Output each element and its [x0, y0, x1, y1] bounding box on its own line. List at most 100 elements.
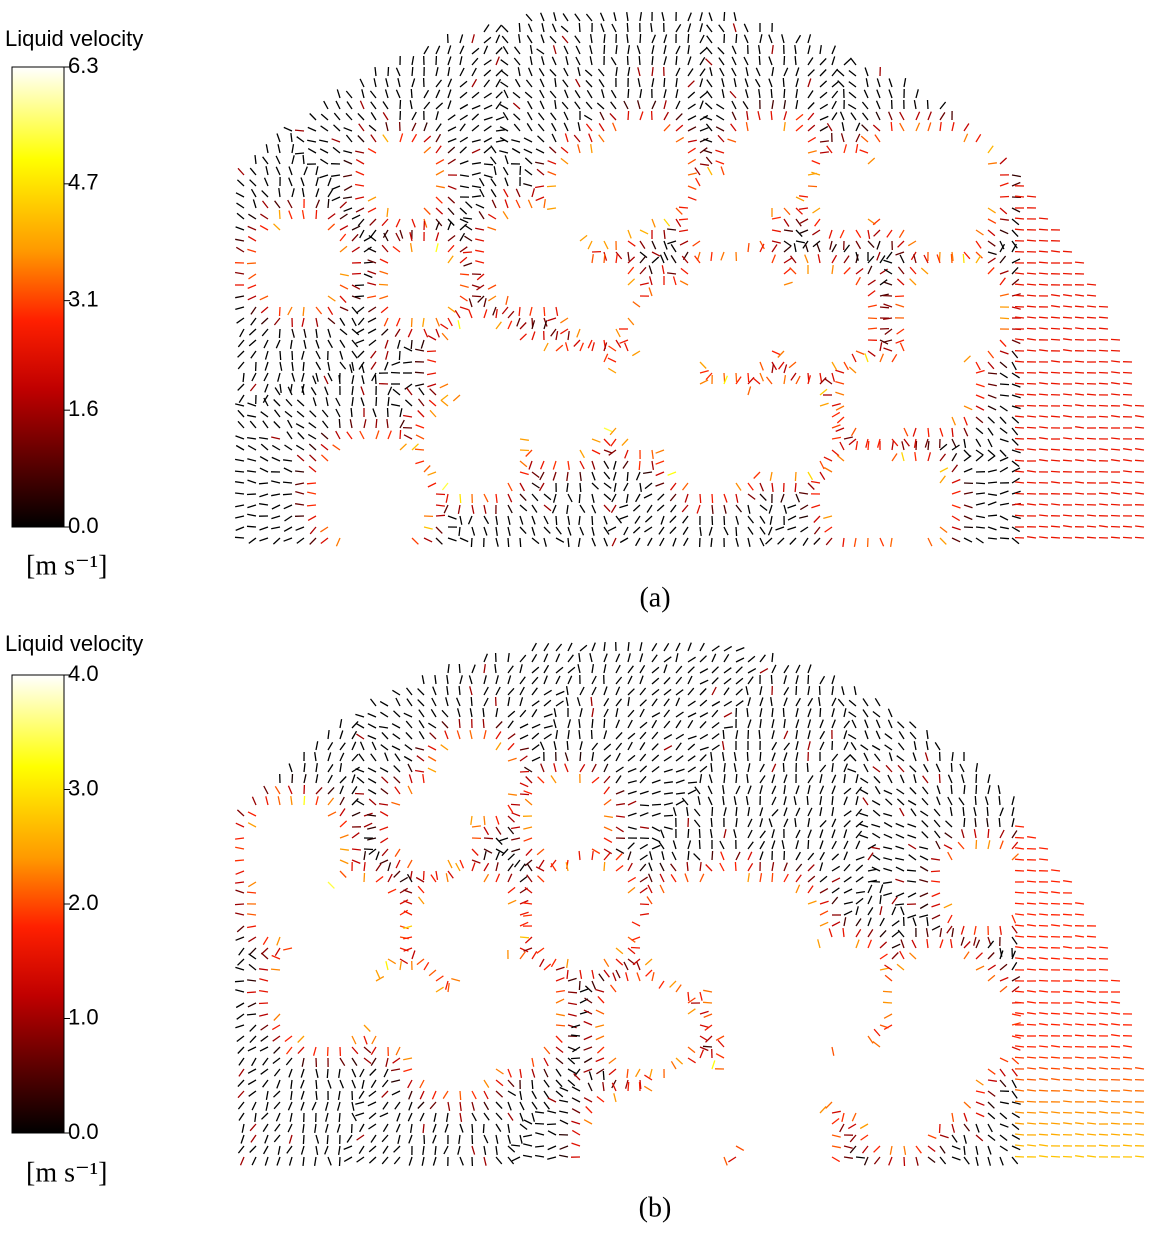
velocity-vector: [664, 78, 665, 87]
velocity-vector: [408, 1080, 412, 1088]
velocity-vector: [436, 186, 445, 188]
velocity-vector: [1087, 328, 1096, 329]
velocity-vector: [927, 917, 928, 926]
velocity-vector: [868, 291, 875, 296]
velocity-vector: [664, 665, 667, 674]
velocity-vector: [542, 56, 544, 65]
velocity-vector: [488, 214, 496, 219]
velocity-vector: [988, 230, 995, 236]
velocity-vector: [496, 48, 502, 55]
velocity-vector: [962, 774, 964, 783]
velocity-vector: [895, 879, 904, 882]
velocity-vector: [250, 180, 256, 186]
velocity-vector: [724, 668, 731, 673]
velocity-vector: [952, 480, 960, 484]
velocity-vector: [1123, 537, 1132, 538]
velocity-vector: [800, 219, 808, 223]
velocity-vector: [235, 471, 244, 472]
velocity-vector: [424, 46, 429, 54]
velocity-vector: [568, 461, 569, 470]
velocity-vector: [356, 208, 364, 212]
velocity-vector: [520, 655, 526, 662]
velocity-vector: [838, 81, 844, 87]
velocity-vector: [584, 1120, 592, 1124]
velocity-vector: [416, 878, 424, 883]
velocity-vector: [528, 101, 532, 109]
velocity-vector: [988, 450, 995, 456]
velocity-vector: [801, 527, 809, 532]
velocity-vector: [1015, 1145, 1024, 1146]
velocity-vector: [496, 322, 501, 329]
velocity-vector: [948, 775, 952, 783]
velocity-vector: [556, 730, 557, 739]
velocity-vector: [551, 959, 556, 967]
velocity-vector: [1015, 903, 1024, 904]
velocity-vector: [964, 1113, 967, 1122]
velocity-vector: [940, 928, 942, 937]
velocity-vector: [861, 136, 868, 142]
velocity-vector: [460, 137, 468, 142]
velocity-vector: [664, 827, 673, 829]
velocity-vector: [261, 318, 268, 324]
velocity-vector: [604, 461, 609, 469]
velocity-vector: [637, 472, 641, 480]
velocity-vector: [592, 851, 593, 860]
velocity-vector: [873, 219, 880, 225]
velocity-vector: [745, 79, 748, 88]
velocity-vector: [796, 114, 803, 120]
velocity-vector: [891, 122, 892, 131]
velocity-vector: [1063, 373, 1072, 374]
velocity-vector: [948, 852, 952, 860]
velocity-vector: [528, 112, 533, 120]
velocity-vector: [608, 527, 616, 531]
velocity-vector: [633, 302, 640, 307]
velocity-vector: [998, 785, 1000, 794]
velocity-vector: [288, 420, 292, 428]
velocity-vector: [326, 1102, 328, 1111]
velocity-vector: [295, 504, 304, 505]
velocity-vector: [885, 734, 892, 739]
velocity-vector: [640, 813, 648, 816]
velocity-vector: [360, 1069, 364, 1077]
velocity-vector: [508, 688, 514, 695]
velocity-vector: [367, 296, 376, 298]
velocity-vector: [988, 373, 997, 374]
velocity-vector: [640, 709, 644, 717]
velocity-vector: [808, 125, 815, 131]
velocity-vector: [895, 858, 904, 860]
velocity-vector: [676, 780, 685, 783]
velocity-vector: [1063, 991, 1072, 992]
velocity-vector: [538, 124, 544, 131]
velocity-vector: [784, 808, 787, 817]
velocity-vector: [264, 373, 268, 381]
velocity-vector: [1015, 439, 1024, 440]
velocity-vector: [247, 526, 256, 527]
velocity-vector: [364, 823, 372, 827]
velocity-vector: [829, 928, 832, 937]
velocity-vector: [1012, 450, 1021, 453]
velocity-vector: [628, 241, 635, 246]
velocity-vector: [535, 162, 544, 164]
velocity-vector: [484, 827, 489, 835]
velocity-vector: [952, 1124, 954, 1133]
velocity-vector: [277, 937, 280, 945]
velocity-vector: [1063, 295, 1072, 296]
velocity-vector: [928, 1146, 935, 1152]
velocity-vector: [1075, 504, 1084, 505]
velocity-vector: [266, 144, 268, 153]
velocity-vector: [368, 790, 376, 794]
velocity-vector: [579, 653, 580, 662]
velocity-vector: [568, 1003, 577, 1005]
velocity-vector: [357, 1157, 364, 1162]
velocity-vector: [863, 113, 869, 120]
velocity-vector: [275, 786, 280, 794]
velocity-vector: [664, 735, 672, 739]
velocity-vector: [424, 102, 430, 109]
velocity-vector: [1087, 1013, 1096, 1014]
velocity-vector: [1063, 1157, 1072, 1158]
velocity-vector: [1087, 526, 1096, 527]
velocity-vector: [508, 874, 512, 882]
velocity-vector: [408, 860, 412, 868]
velocity-vector: [796, 730, 797, 739]
velocity-vector: [832, 1111, 841, 1113]
